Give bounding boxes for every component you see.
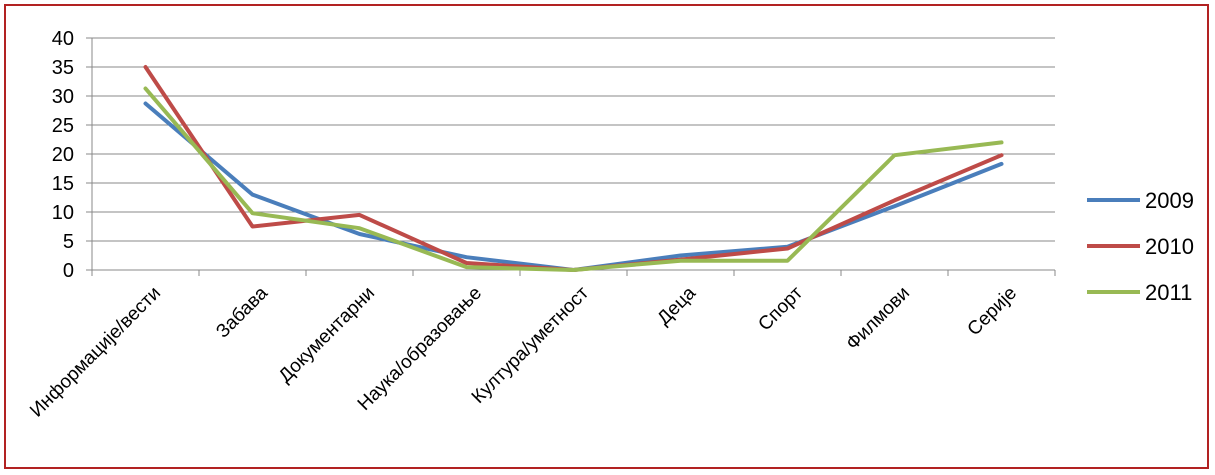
x-category-label: Забава bbox=[212, 282, 272, 342]
axes bbox=[86, 37, 1056, 276]
x-category-label: Серије bbox=[964, 283, 1021, 340]
y-tick-label: 40 bbox=[52, 28, 74, 50]
legend-label-2011: 2011 bbox=[1145, 280, 1192, 305]
series-line-2010 bbox=[143, 65, 1004, 272]
series-line-2011 bbox=[143, 86, 1004, 272]
y-tick-label: 25 bbox=[52, 115, 74, 137]
series-lines bbox=[143, 65, 1004, 272]
legend-label-2009: 2009 bbox=[1145, 188, 1194, 213]
y-tick-label: 30 bbox=[52, 86, 74, 108]
x-category-labels: Информације/вести Забава ДокументарниНаука… bbox=[26, 282, 1021, 421]
y-tick-label: 5 bbox=[63, 231, 74, 253]
y-tick-label: 0 bbox=[63, 260, 74, 282]
y-tick-label: 15 bbox=[52, 173, 74, 195]
y-tick-label: 35 bbox=[52, 57, 74, 79]
x-category-label: Спорт bbox=[754, 282, 807, 335]
x-category-label: Култура/уметност bbox=[468, 282, 593, 407]
x-category-label: Филмови bbox=[842, 283, 914, 355]
y-tick-label: 10 bbox=[52, 202, 74, 224]
legend: 2009 2010 2011 bbox=[1087, 188, 1194, 305]
chart-frame bbox=[4, 4, 1209, 469]
x-category-label: Информације/вести bbox=[26, 283, 165, 422]
series-line-2009 bbox=[143, 101, 1004, 272]
y-tick-labels: 0 5 10 15 20 25 30 35 40 bbox=[52, 28, 74, 282]
gridlines bbox=[92, 37, 1055, 242]
y-tick-label: 20 bbox=[52, 144, 74, 166]
legend-label-2010: 2010 bbox=[1145, 234, 1194, 259]
x-category-label: Деца bbox=[653, 282, 700, 329]
x-category-label: Документарни bbox=[275, 283, 379, 387]
